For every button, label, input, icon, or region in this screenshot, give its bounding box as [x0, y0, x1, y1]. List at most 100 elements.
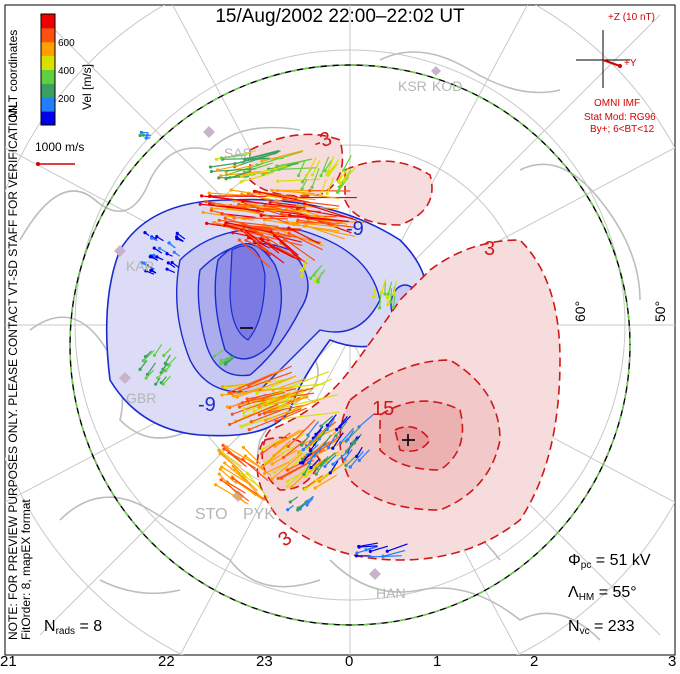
velocity-vector — [263, 383, 325, 391]
velocity-vector — [288, 232, 324, 251]
velocity-vector — [261, 432, 291, 455]
velocity-vector — [261, 150, 304, 162]
velocity-vector — [200, 203, 261, 212]
vector-origin — [300, 457, 305, 461]
velocity-vector — [253, 229, 274, 247]
imf-condition: By+; 6<BT<12 — [590, 124, 655, 135]
station-markers — [114, 66, 441, 580]
velocity-vector — [302, 436, 318, 451]
vector-origin — [156, 376, 160, 380]
velocity-vector — [387, 281, 393, 295]
vector-origin — [344, 450, 349, 454]
positive-cell — [249, 133, 561, 561]
mlt-tick-3: 3 — [668, 653, 677, 670]
vector-origin — [142, 358, 146, 363]
vector-origin — [207, 191, 211, 195]
velocity-vector — [297, 204, 339, 210]
velocity-vector — [326, 418, 335, 430]
velocity-vector — [305, 157, 317, 176]
vector-origin — [241, 457, 245, 462]
vector-origin — [302, 192, 306, 196]
vector-origin — [241, 445, 246, 449]
velocity-vector — [358, 413, 375, 428]
imf-y-label: +Y — [624, 58, 637, 69]
velocity-vector — [243, 394, 285, 414]
vector-origin — [298, 450, 302, 454]
velocity-vector — [221, 154, 248, 159]
velocity-vector — [310, 269, 318, 279]
colorbar-segment — [41, 97, 55, 112]
vector-origin — [343, 457, 347, 461]
vector-origin — [261, 172, 265, 176]
velocity-vector — [236, 375, 297, 398]
vector-origin — [305, 503, 309, 507]
imf-dial — [576, 30, 630, 88]
velocity-vector — [274, 235, 302, 261]
velocity-vector — [344, 167, 356, 182]
stat-vector-count: Nvc = 233 — [568, 618, 635, 637]
velocity-vector — [358, 449, 370, 461]
vector-origin — [386, 302, 390, 307]
vector-origin — [235, 395, 239, 399]
velocity-vector — [273, 440, 291, 457]
velocity-vectors — [138, 130, 408, 559]
preview-note: NOTE: FOR PREVIEW PURPOSES ONLY. PLEASE … — [6, 101, 20, 640]
velocity-vector — [339, 415, 351, 428]
vector-origin — [161, 382, 165, 386]
velocity-vector — [358, 542, 378, 548]
vector-origin — [231, 231, 235, 235]
velocity-vector — [163, 347, 172, 356]
velocity-vector — [288, 227, 320, 245]
vector-origin — [163, 361, 167, 365]
vector-origin — [154, 382, 158, 386]
vector-origin — [232, 394, 236, 398]
velocity-vector — [231, 189, 288, 200]
vector-origin — [313, 486, 317, 490]
velocity-vector — [249, 408, 302, 431]
scale-vector-dot — [36, 162, 40, 166]
imf-model: Stat Mod: RG96 — [584, 112, 656, 123]
velocity-vector — [280, 394, 338, 409]
vector-origin — [138, 133, 142, 138]
velocity-vector — [319, 179, 327, 195]
vector-origin — [219, 174, 223, 178]
velocity-vector — [346, 438, 357, 453]
vector-origin — [243, 202, 247, 206]
vector-origin — [357, 425, 361, 429]
vector-origin — [149, 268, 153, 273]
vector-origin — [299, 443, 304, 447]
vector-origin — [242, 390, 246, 394]
vector-origin — [138, 367, 142, 371]
vector-origin — [263, 203, 267, 208]
vector-origin — [288, 500, 292, 504]
vector-origin — [218, 467, 222, 471]
velocity-vector — [139, 360, 148, 370]
vector-origin — [357, 545, 361, 549]
vector-origin — [392, 292, 396, 296]
velocity-vector — [338, 169, 344, 181]
station-kap: KAP — [126, 258, 155, 274]
mlt-tick-2: 2 — [530, 653, 539, 670]
vector-origin — [269, 230, 273, 234]
vector-origin — [152, 246, 156, 250]
vector-origin — [277, 167, 281, 172]
vector-origin — [323, 464, 327, 468]
potential-max-marker — [402, 434, 415, 446]
vector-origin — [245, 471, 249, 476]
vector-origin — [155, 255, 159, 259]
velocity-vector — [347, 429, 355, 440]
velocity-vector — [238, 239, 271, 268]
vector-origin — [302, 202, 307, 206]
vector-origin — [218, 451, 222, 456]
vector-origin — [198, 202, 202, 206]
vector-origin — [391, 305, 395, 309]
velocity-vector — [262, 438, 282, 451]
velocity-vector — [226, 446, 262, 469]
velocity-vector — [241, 165, 287, 178]
velocity-vector — [247, 388, 297, 400]
vector-origin — [209, 169, 214, 174]
vector-origin — [335, 428, 339, 432]
latitude-label-50: 50° — [652, 300, 668, 322]
velocity-vector — [329, 460, 339, 474]
hm-boundary-dashes — [69, 64, 631, 626]
